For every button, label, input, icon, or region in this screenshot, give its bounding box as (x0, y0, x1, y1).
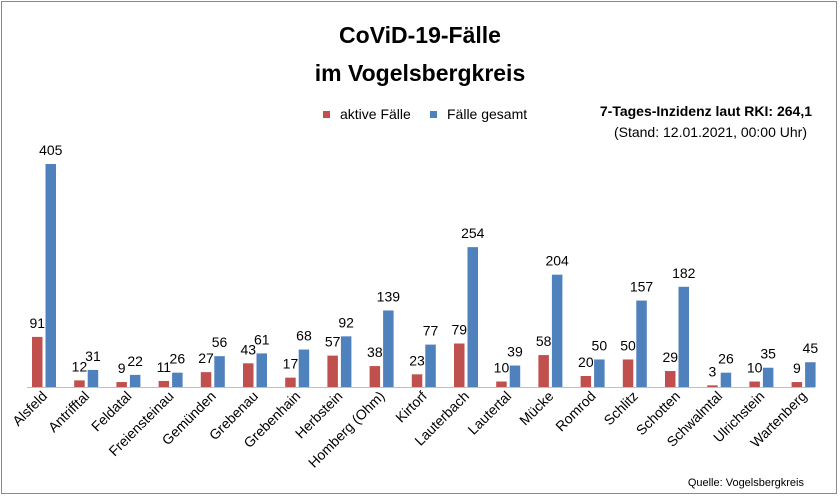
data-label-aktive-f-lle: 11 (157, 359, 172, 375)
category-label: Kirtorf (392, 388, 430, 426)
data-label-f-lle-gesamt: 204 (545, 253, 569, 269)
bar-aktive-f-lle (369, 366, 381, 387)
legend-item-aktive-faelle: aktive Fälle (323, 106, 411, 122)
data-label-aktive-f-lle: 57 (325, 334, 341, 350)
data-label-f-lle-gesamt: 92 (338, 314, 354, 330)
data-label-f-lle-gesamt: 26 (718, 351, 734, 367)
category-label: Schlitz (600, 388, 640, 428)
data-label-aktive-f-lle: 43 (240, 341, 256, 357)
data-label-aktive-f-lle: 10 (747, 359, 763, 375)
data-label-aktive-f-lle: 29 (662, 349, 678, 365)
data-label-f-lle-gesamt: 35 (760, 346, 776, 362)
data-label-aktive-f-lle: 17 (283, 356, 299, 372)
chart-title: CoViD-19-Fälle (339, 22, 501, 48)
data-label-f-lle-gesamt: 31 (85, 348, 101, 364)
bar-aktive-f-lle (411, 374, 423, 387)
bar-f-lle-gesamt (45, 164, 56, 387)
bar-aktive-f-lle (454, 343, 465, 387)
bar-f-lle-gesamt (256, 353, 267, 387)
bar-f-lle-gesamt (594, 359, 605, 387)
bar-f-lle-gesamt (509, 365, 521, 387)
source-label: Quelle: Vogelsbergkreis (687, 477, 804, 489)
data-label-f-lle-gesamt: 254 (461, 225, 485, 241)
bar-f-lle-gesamt (678, 286, 689, 387)
bar-aktive-f-lle (538, 355, 549, 387)
data-label-aktive-f-lle: 20 (578, 354, 594, 370)
bar-f-lle-gesamt (383, 310, 394, 387)
bar-aktive-f-lle (707, 385, 718, 387)
category-label: Alsfeld (9, 388, 50, 429)
legend-swatch-faelle-gesamt (430, 110, 437, 118)
bar-f-lle-gesamt (298, 349, 310, 387)
data-label-f-lle-gesamt: 68 (296, 328, 312, 344)
data-label-f-lle-gesamt: 405 (39, 142, 63, 158)
data-label-aktive-f-lle: 58 (536, 333, 552, 349)
legend-item-faelle-gesamt: Fälle gesamt (430, 106, 527, 122)
data-label-aktive-f-lle: 9 (793, 360, 801, 376)
data-label-f-lle-gesamt: 77 (423, 323, 439, 339)
category-label: Homberg (Ohm) (305, 388, 388, 471)
bar-aktive-f-lle (243, 363, 254, 387)
bar-aktive-f-lle (116, 382, 127, 387)
legend-label-aktive-faelle: aktive Fälle (340, 106, 411, 122)
bar-aktive-f-lle (32, 336, 43, 387)
data-label-aktive-f-lle: 12 (72, 358, 88, 374)
bar-f-lle-gesamt (636, 300, 647, 387)
data-label-f-lle-gesamt: 182 (672, 265, 696, 281)
data-label-aktive-f-lle: 10 (494, 359, 510, 375)
chart-subtitle: im Vogelsbergkreis (314, 60, 526, 86)
data-label-f-lle-gesamt: 39 (507, 344, 523, 360)
data-label-aktive-f-lle: 3 (709, 363, 717, 379)
bar-aktive-f-lle (749, 381, 760, 387)
data-label-aktive-f-lle: 23 (409, 352, 425, 368)
bar-f-lle-gesamt (340, 336, 352, 387)
category-label: Lautertal (464, 388, 514, 438)
bar-aktive-f-lle (327, 355, 338, 387)
bar-f-lle-gesamt (762, 367, 774, 387)
data-label-aktive-f-lle: 50 (620, 337, 636, 353)
bar-f-lle-gesamt (214, 356, 225, 387)
bar-f-lle-gesamt (87, 369, 99, 387)
data-label-aktive-f-lle: 79 (451, 322, 467, 338)
data-label-aktive-f-lle: 27 (198, 350, 214, 366)
category-label: Mücke (516, 388, 557, 429)
bar-f-lle-gesamt (129, 374, 141, 387)
data-label-aktive-f-lle: 38 (367, 344, 383, 360)
bar-f-lle-gesamt (467, 247, 478, 387)
data-label-f-lle-gesamt: 157 (630, 279, 654, 295)
bar-aktive-f-lle (496, 381, 507, 387)
bar-f-lle-gesamt (720, 372, 732, 387)
data-label-f-lle-gesamt: 50 (592, 337, 608, 353)
legend-label-faelle-gesamt: Fälle gesamt (447, 106, 528, 122)
data-label-f-lle-gesamt: 61 (254, 331, 270, 347)
bar-aktive-f-lle (158, 380, 170, 387)
data-label-aktive-f-lle: 9 (118, 360, 126, 376)
bar-f-lle-gesamt (805, 362, 816, 387)
legend-swatch-aktive-faelle (323, 110, 330, 118)
bar-aktive-f-lle (285, 377, 296, 387)
bar-f-lle-gesamt (551, 274, 563, 387)
bar-aktive-f-lle (791, 382, 803, 387)
incidence-note: 7-Tages-Inzidenz laut RKI: 264,1 (599, 103, 812, 119)
bar-aktive-f-lle (200, 372, 212, 387)
data-label-f-lle-gesamt: 56 (212, 334, 228, 350)
category-label: Romrod (552, 388, 599, 435)
bar-aktive-f-lle (580, 375, 592, 387)
data-label-f-lle-gesamt: 45 (803, 340, 819, 356)
data-label-f-lle-gesamt: 22 (127, 353, 143, 369)
bar-aktive-f-lle (622, 359, 634, 387)
data-label-f-lle-gesamt: 139 (377, 288, 401, 304)
bar-aktive-f-lle (74, 380, 85, 387)
category-label: Antrifftal (45, 388, 92, 435)
bar-f-lle-gesamt (425, 344, 436, 387)
date-note: (Stand: 12.01.2021, 00:00 Uhr) (613, 124, 807, 140)
data-label-aktive-f-lle: 91 (29, 315, 45, 331)
bar-f-lle-gesamt (172, 372, 183, 387)
bar-aktive-f-lle (665, 371, 676, 387)
data-label-f-lle-gesamt: 26 (170, 351, 186, 367)
